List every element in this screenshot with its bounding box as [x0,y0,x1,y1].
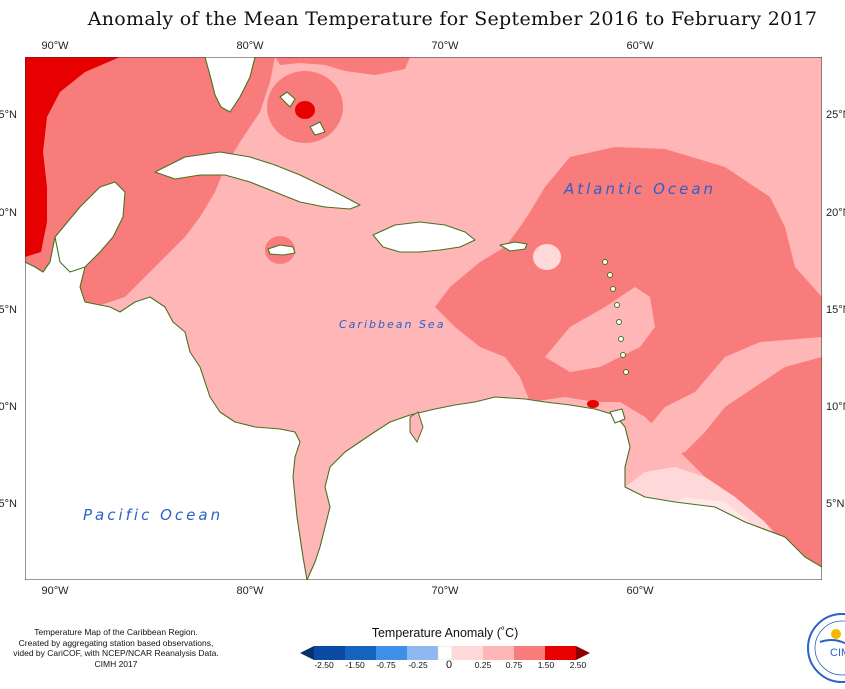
land-puerto-rico [499,241,528,252]
caption-line: CIMH 2017 [94,658,138,669]
land-yucatan [54,181,126,273]
legend-arrow-left [300,646,314,660]
land-island [620,352,626,358]
pacific-ocean-label: Pacific Ocean [83,506,224,524]
lake-maracaibo [409,411,424,444]
legend-title: Temperature Anomaly (˚C) [371,626,519,640]
legend-tick: 0.25 [474,660,492,670]
land-hispaniola [372,221,476,253]
land-bahamas [309,121,326,136]
legend-arrow-right [576,646,590,660]
right-lat-tick: 10°N [826,401,845,413]
caption-line: Created by aggregating station based obs… [18,637,214,648]
bottom-lon-tick: 90°W [41,585,69,597]
legend-tick: -1.50 [345,660,365,670]
right-lat-tick: 5°N [826,498,845,510]
caribbean-sea-label: Caribbean Sea [339,318,446,331]
right-lat-tick: 15°N [826,304,845,316]
land-island [607,272,613,278]
land-cuba [154,151,361,210]
legend-tick: 2.50 [569,660,587,670]
anomaly-hotspot-gulf [25,57,120,257]
legend-swatch [483,646,514,660]
anomaly-north-strip [275,57,410,75]
legend-tick: 0 [445,659,453,671]
legend-swatch [437,645,453,661]
legend-tick: 0.75 [505,660,523,670]
land-island [616,319,622,325]
left-lat-tick: 5°N [0,304,17,316]
color-legend [300,645,600,665]
land-island [614,302,620,308]
land-bahamas [279,91,296,108]
bottom-lon-tick: 60°W [626,585,654,597]
caption-line: Temperature Map of the Caribbean Region. [34,627,198,637]
anomaly-map [25,57,822,580]
top-lon-tick: 60°W [626,40,654,52]
legend-tick: -0.75 [376,660,396,670]
land-jamaica [267,244,296,256]
land-island [610,286,616,292]
left-lat-tick: 5°N [0,498,17,510]
right-lat-tick: 20°N [826,207,845,219]
land-south-america [306,396,822,580]
land-island [623,369,629,375]
top-lon-tick: 90°W [41,40,69,52]
bottom-lon-tick: 80°W [236,585,264,597]
land-island [618,336,624,342]
land-florida [204,57,256,113]
logo-text: CIM [830,647,845,659]
legend-swatch [545,646,576,660]
legend-swatch [345,646,376,660]
top-lon-tick: 70°W [431,40,459,52]
map-title: Anomaly of the Mean Temperature for Sept… [87,8,818,30]
land-island [602,259,608,265]
right-lat-tick: 25°N [826,109,845,121]
legend-swatch [407,646,438,660]
cimh-logo: CIM [806,612,845,684]
anomaly-pale-spot [533,244,561,270]
map-caption: Temperature Map of the Caribbean Region.… [0,627,232,669]
anomaly-hotspot-bahamas [295,101,315,119]
legend-tick: -2.50 [314,660,334,670]
top-lon-tick: 80°W [236,40,264,52]
anomaly-pale-intrusion [545,287,655,372]
anomaly-hotspot-trinidad [587,400,599,408]
legend-swatch [452,646,483,660]
left-lat-tick: 5°N [0,109,17,121]
anomaly-atlantic-region [435,147,822,580]
legend-tick: -0.25 [408,660,428,670]
caption-line: vided by CariCOF, with NCEP/NCAR Reanaly… [13,648,219,658]
bottom-lon-tick: 70°W [431,585,459,597]
left-lat-tick: 0°N [0,401,17,413]
legend-tick: 1.50 [537,660,555,670]
legend-swatch [376,646,407,660]
anomaly-pale-intrusion [640,337,822,457]
legend-swatch [314,646,345,660]
legend-swatch [514,646,545,660]
left-lat-tick: 0°N [0,207,17,219]
land-trinidad [609,408,626,424]
atlantic-ocean-label: Atlantic Ocean [564,180,717,198]
